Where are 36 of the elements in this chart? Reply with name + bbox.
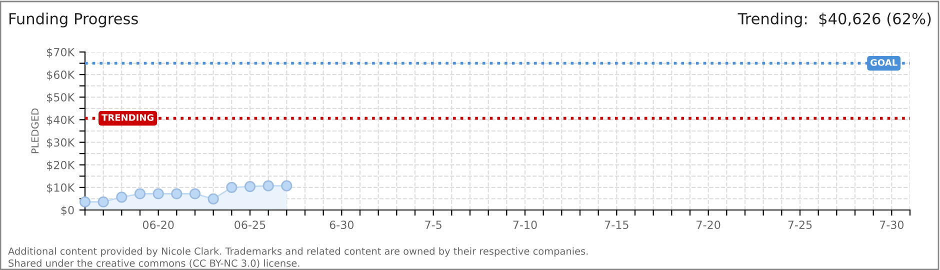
point xyxy=(189,188,201,200)
y-tick-label: $10K xyxy=(47,183,75,194)
point xyxy=(98,196,109,208)
y-tick-label: $0 xyxy=(61,206,74,216)
point xyxy=(116,192,128,203)
point xyxy=(226,182,238,193)
x-tick-label: 7-5 xyxy=(425,220,442,230)
chart-title: Funding Progress xyxy=(10,12,138,28)
ref-line-label: GOAL xyxy=(870,59,898,66)
x-tick-label: 7-10 xyxy=(513,220,537,230)
point xyxy=(208,193,219,204)
text: Shared under the creative commons (CC BY-NC 3.0) license. xyxy=(8,259,300,268)
text: Additional content provided by Nicole Clark. Trademarks and related content are owned by their respective companies. xyxy=(8,247,588,257)
point xyxy=(244,180,256,192)
y-tick-label: $20K xyxy=(47,160,75,171)
y-axis-title: PLEDGED xyxy=(31,108,39,154)
x-tick-label: 06-25 xyxy=(234,220,266,230)
point xyxy=(262,180,274,192)
y-tick-label: $30K xyxy=(47,138,75,148)
x-tick-label: 7-20 xyxy=(696,220,720,230)
y-tick-label: $40K xyxy=(47,115,75,126)
x-tick-label: 7-25 xyxy=(788,220,812,230)
x-tick-label: 7-30 xyxy=(880,220,904,230)
x-tick-label: 06-20 xyxy=(142,220,174,230)
y-tick-label: $60K xyxy=(47,70,75,80)
x-tick-label: 6-30 xyxy=(330,220,354,230)
chart-subtitle: Trending: $40,626 (62%) xyxy=(738,12,931,28)
x-tick-label: 7-15 xyxy=(604,220,628,230)
point xyxy=(152,188,164,200)
point xyxy=(134,188,146,200)
point xyxy=(79,196,91,208)
y-tick-label: $50K xyxy=(47,92,75,103)
point xyxy=(171,188,182,200)
ref-line-label: TRENDING xyxy=(102,114,154,121)
y-tick-label: $70K xyxy=(47,48,75,58)
point xyxy=(281,180,292,192)
